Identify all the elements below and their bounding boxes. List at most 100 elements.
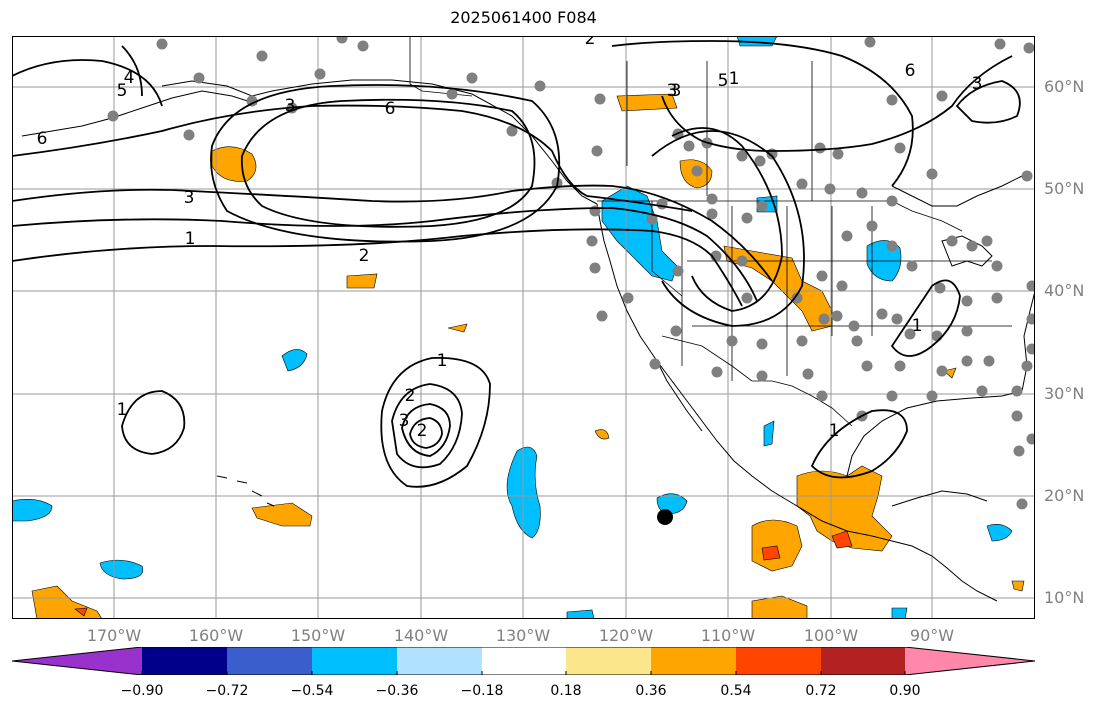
- contour-line: [210, 84, 561, 243]
- station-dot: [856, 187, 868, 199]
- station-dot: [818, 313, 830, 325]
- station-dot: [589, 205, 601, 217]
- station-dot: [946, 235, 958, 247]
- contour-label: 1: [912, 316, 923, 336]
- anomaly-orange-patch: [796, 465, 893, 552]
- colorbar-extend-high: [905, 647, 1035, 675]
- contour-label: 1: [117, 400, 128, 420]
- station-dot: [506, 125, 518, 137]
- contour-line: [810, 409, 908, 479]
- station-dot: [754, 155, 766, 167]
- contour-line: [12, 45, 163, 107]
- anomaly-blue-patch: [763, 420, 775, 447]
- weather-map: 6 5 4 3 2 1 6 3 1 2 3 2 1 2 3 1 5 3 6 3 …: [12, 36, 1035, 619]
- station-dot: [756, 338, 768, 350]
- contour-line: [12, 104, 693, 212]
- contour-label: 6: [905, 61, 916, 81]
- station-dot: [1016, 498, 1028, 510]
- lon-label: 100°W: [803, 626, 859, 645]
- lon-label: 110°W: [700, 626, 756, 645]
- anomaly-blue-patch: [506, 446, 541, 539]
- station-dot: [816, 270, 828, 282]
- colorbar-tick-label: −0.18: [460, 683, 504, 699]
- colorbar-tick-label: 0.72: [805, 683, 837, 699]
- station-dot: [831, 310, 843, 322]
- station-dot: [832, 148, 844, 160]
- shaded-anomaly-regions: [12, 36, 1025, 619]
- colorbar-segment: [566, 647, 652, 675]
- hawaii-islands: [216, 475, 275, 507]
- station-dot: [156, 38, 168, 50]
- station-dot: [1026, 343, 1035, 355]
- station-dot: [256, 50, 268, 62]
- us-state-border: [651, 201, 1012, 381]
- contour-label: 3: [972, 74, 983, 94]
- station-dot: [824, 183, 836, 195]
- contour-line: [401, 403, 451, 457]
- station-dot: [756, 200, 768, 212]
- station-dot: [866, 220, 878, 232]
- station-dot: [891, 313, 903, 325]
- station-dot: [983, 355, 995, 367]
- colorbar-tick-label: −0.36: [375, 683, 419, 699]
- colorbar-segment: [821, 647, 906, 675]
- station-dot: [711, 366, 723, 378]
- contour-label: 3: [671, 81, 682, 101]
- aleutian-coastline: [21, 90, 258, 137]
- contour-lines: [12, 40, 1021, 488]
- station-dot: [670, 325, 682, 337]
- station-dot: [906, 260, 918, 272]
- station-dot: [1013, 445, 1025, 457]
- gulf-of-mexico-coastline: [846, 390, 1023, 477]
- station-dot: [741, 292, 753, 304]
- contour-label: 5: [117, 81, 128, 101]
- station-dot: [314, 68, 326, 80]
- station-dot: [961, 355, 973, 367]
- contour-line: [12, 207, 758, 302]
- station-dot: [656, 198, 668, 210]
- station-dot: [741, 212, 753, 224]
- lon-label: 140°W: [393, 626, 449, 645]
- contour-label: 2: [405, 386, 416, 406]
- colorbar-tick-label: 0.90: [889, 683, 921, 699]
- east-coast: [1021, 290, 1035, 392]
- station-dot: [1011, 385, 1023, 397]
- map-title: 2025061400 F084: [450, 8, 597, 27]
- map-frame: [12, 36, 1035, 619]
- north-america-west-coast: [596, 203, 998, 602]
- lon-label: 170°W: [86, 626, 142, 645]
- contour-line: [890, 279, 961, 357]
- anomaly-blue-patch: [12, 499, 53, 522]
- colorbar-segment: [312, 647, 398, 675]
- lat-label: 50°N: [1044, 179, 1085, 198]
- lon-label: 130°W: [495, 626, 551, 645]
- station-dot: [736, 150, 748, 162]
- lon-label: 150°W: [290, 626, 346, 645]
- station-dot: [886, 195, 898, 207]
- contour-label: 4: [124, 68, 135, 88]
- station-dot: [672, 265, 684, 277]
- station-markers: [107, 36, 1035, 510]
- station-dot: [756, 370, 768, 382]
- lat-label: 30°N: [1044, 384, 1085, 403]
- lon-label: 160°W: [188, 626, 244, 645]
- station-dot: [706, 208, 718, 220]
- station-dot: [886, 240, 898, 252]
- contour-label: 1: [729, 69, 740, 89]
- contour-line: [380, 357, 491, 488]
- contour-label: 6: [385, 99, 396, 119]
- contour-line: [651, 130, 805, 327]
- station-dot: [586, 235, 598, 247]
- contour-label: 2: [417, 421, 428, 441]
- station-dot: [589, 262, 601, 274]
- colorbar-segment: [142, 647, 228, 675]
- lat-label: 60°N: [1044, 77, 1085, 96]
- anomaly-orange-patch: [251, 502, 313, 527]
- contour-label: 1: [185, 229, 196, 249]
- black-marker: [657, 509, 673, 525]
- station-dot: [591, 145, 603, 157]
- station-dot: [836, 280, 848, 292]
- contour-line: [955, 80, 1021, 124]
- us-mexico-border: [661, 335, 853, 427]
- station-dot: [646, 213, 658, 225]
